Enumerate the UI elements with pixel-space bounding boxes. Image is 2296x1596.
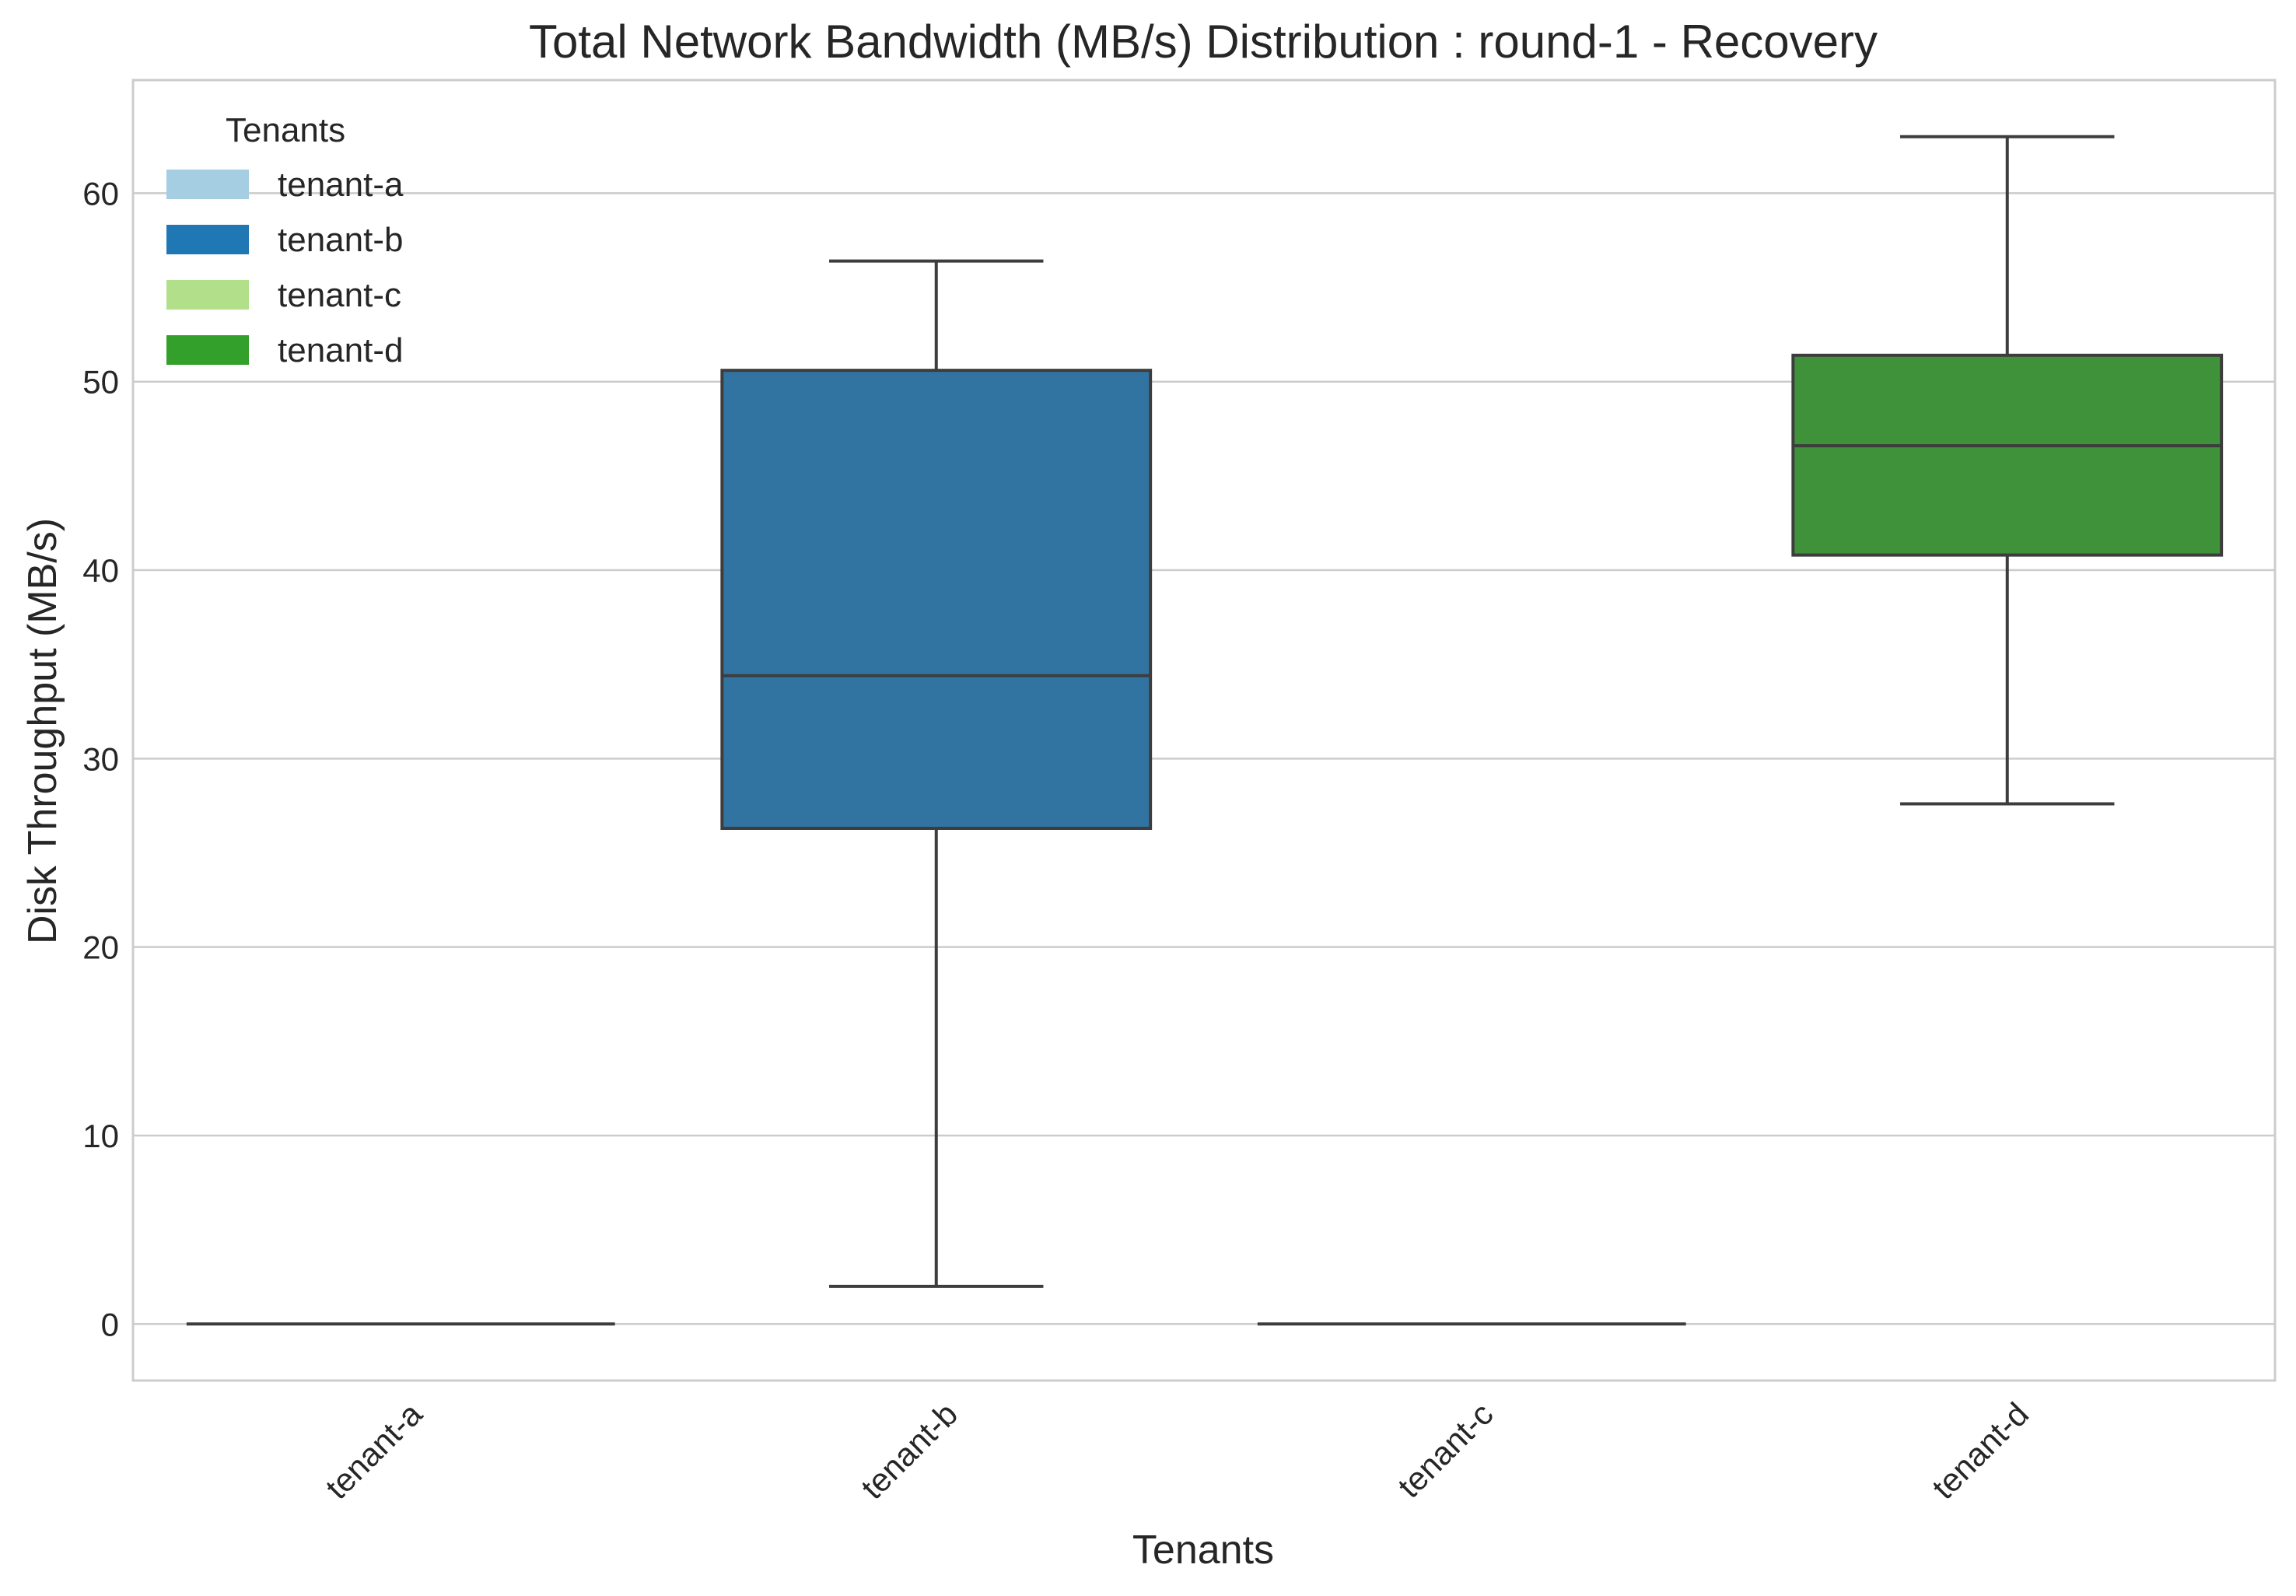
legend-swatch-tenant-a bbox=[166, 170, 249, 199]
x-tick-label: tenant-d bbox=[1925, 1395, 2035, 1506]
legend-label-tenant-d: tenant-d bbox=[278, 331, 403, 369]
y-tick-label: 50 bbox=[82, 364, 119, 401]
y-axis-label: Disk Throughput (MB/s) bbox=[20, 518, 65, 944]
x-axis-label: Tenants bbox=[1132, 1528, 1274, 1573]
y-tick-label: 30 bbox=[82, 740, 119, 777]
legend-label-tenant-a: tenant-a bbox=[278, 166, 404, 204]
legend: Tenants tenant-a tenant-b tenant-c tenant-d bbox=[166, 111, 404, 369]
box-tenant-b bbox=[720, 259, 1153, 1288]
legend-title: Tenants bbox=[226, 111, 345, 149]
y-tick-labels: 0 10 20 30 40 50 60 bbox=[82, 175, 119, 1342]
box-body bbox=[720, 369, 1153, 831]
y-tick-label: 0 bbox=[101, 1306, 119, 1342]
legend-label-tenant-c: tenant-c bbox=[278, 276, 401, 314]
plot-frame bbox=[131, 79, 2277, 1382]
x-tick-label: tenant-c bbox=[1391, 1395, 1500, 1505]
legend-label-tenant-b: tenant-b bbox=[278, 221, 403, 259]
gridlines bbox=[133, 192, 2275, 1325]
box-tenant-d bbox=[1791, 135, 2224, 806]
legend-swatch-tenant-d bbox=[166, 335, 249, 365]
x-tick-label: tenant-a bbox=[318, 1395, 429, 1507]
box-body bbox=[1791, 353, 2224, 557]
y-tick-label: 40 bbox=[82, 552, 119, 589]
legend-swatch-tenant-b bbox=[166, 225, 249, 254]
x-tick-labels: tenant-a tenant-b tenant-c tenant-d bbox=[318, 1395, 2035, 1507]
y-tick-label: 60 bbox=[82, 175, 119, 212]
boxes-layer bbox=[186, 135, 2224, 1326]
chart-title: Total Network Bandwidth (MB/s) Distribut… bbox=[529, 16, 1878, 68]
x-tick-label: tenant-b bbox=[854, 1395, 964, 1506]
legend-swatch-tenant-c bbox=[166, 280, 249, 310]
y-tick-label: 20 bbox=[82, 929, 119, 966]
y-tick-label: 10 bbox=[82, 1118, 119, 1154]
